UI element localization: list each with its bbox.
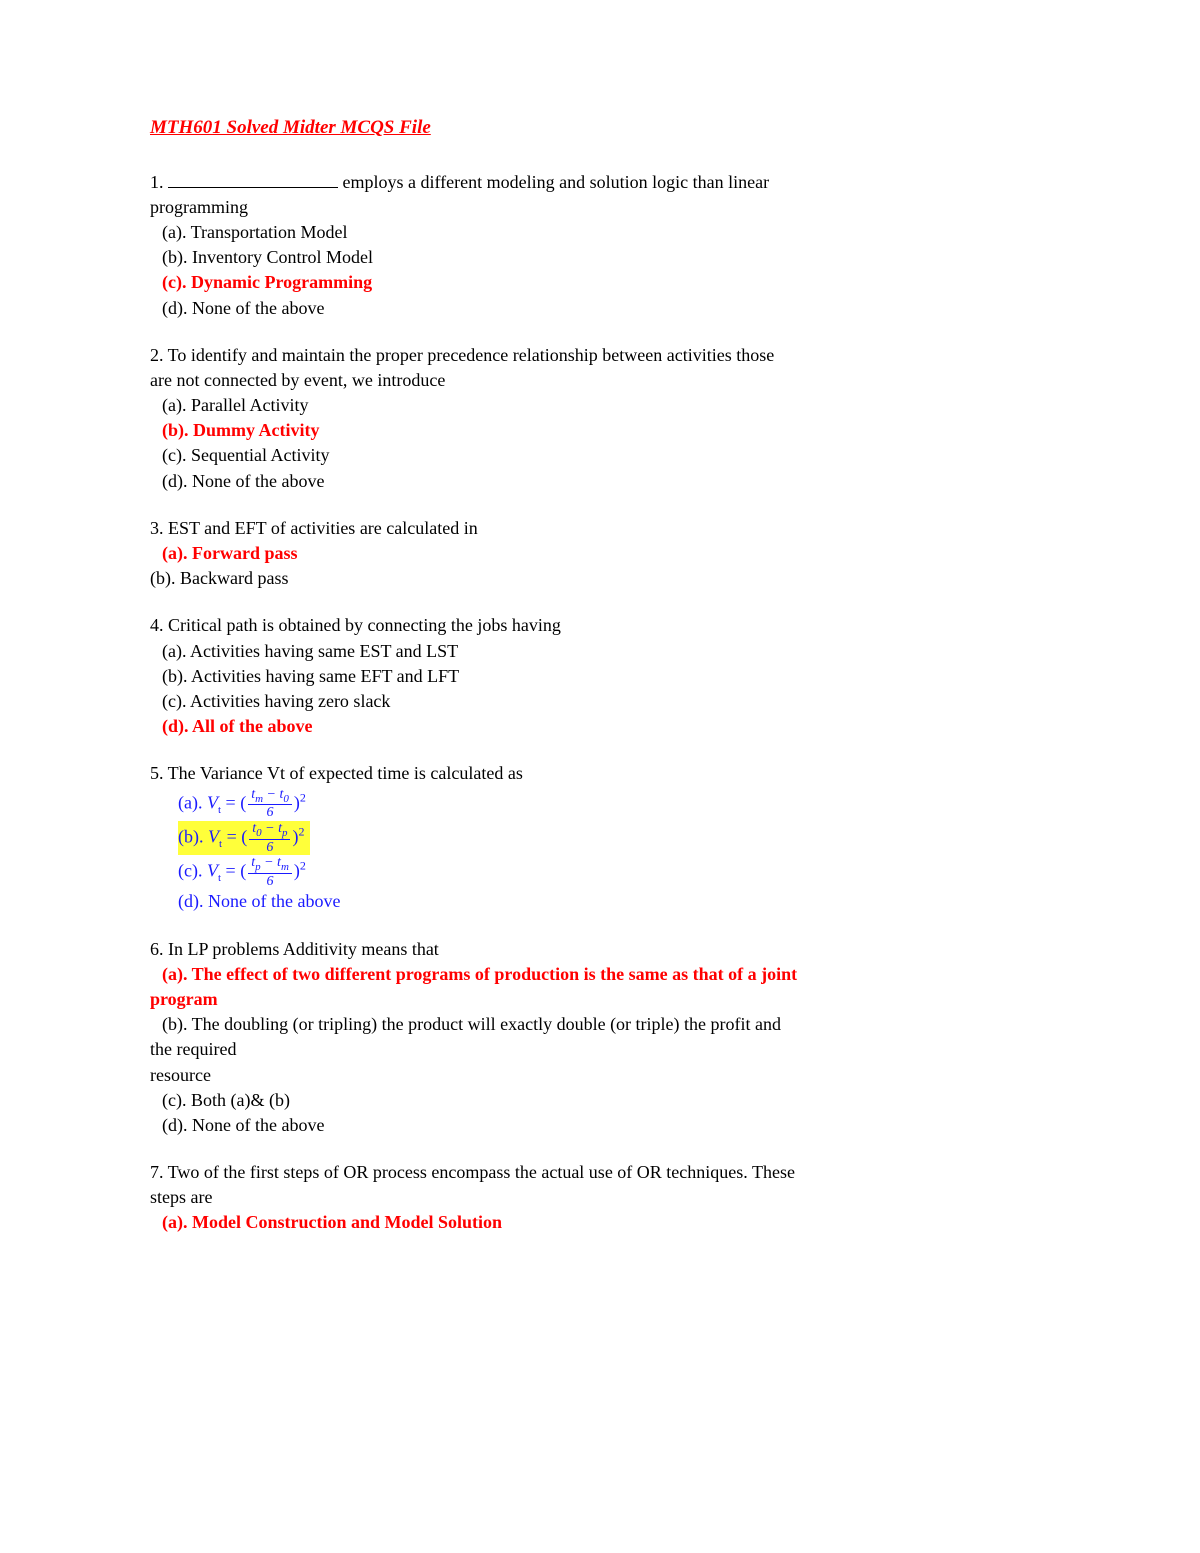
q1-option-b: (b). Inventory Control Model [150,245,1050,270]
q2-option-a: (a). Parallel Activity [150,393,1050,418]
fraction: t0 − tp6 [249,821,290,855]
q5-b-label: (b). [178,826,208,846]
q5-option-c: (c). Vt = (tp − tm6)2 [150,855,1050,889]
q7-prompt-l1: 7. Two of the first steps of OR process … [150,1160,1050,1185]
q6-option-a-l2: program [150,987,1050,1012]
sub-t: t [219,838,222,850]
q2-option-c: (c). Sequential Activity [150,443,1050,468]
q1-prompt-post: employs a different modeling and solutio… [338,172,769,192]
q4-option-c: (c). Activities having zero slack [150,689,1050,714]
q5-option-a: (a). Vt = (tm − t06)2 [150,787,1050,821]
var-V: V [207,792,218,812]
q6-prompt: 6. In LP problems Additivity means that [150,937,1050,962]
page-title: MTH601 Solved Midter MCQS File [150,115,1050,142]
question-5: 5. The Variance Vt of expected time is c… [150,761,1050,914]
q1-option-c: (c). Dynamic Programming [150,270,1050,295]
squared: 2 [300,790,306,804]
q5-c-label: (c). [178,860,207,880]
q3-prompt: 3. EST and EFT of activities are calcula… [150,516,1050,541]
q4-option-b: (b). Activities having same EFT and LFT [150,664,1050,689]
question-3: 3. EST and EFT of activities are calcula… [150,516,1050,592]
q5-a-label: (a). [178,792,207,812]
blank-line [168,187,338,188]
q3-option-a: (a). Forward pass [150,541,1050,566]
squared: 2 [298,824,304,838]
q6-option-b-l3: resource [150,1063,1050,1088]
q1-option-d: (d). None of the above [150,296,1050,321]
q6-option-b-l2: the required [150,1037,1050,1062]
q1-prompt-line2: programming [150,195,1050,220]
question-1: 1. employs a different modeling and solu… [150,170,1050,321]
q2-prompt-l1: 2. To identify and maintain the proper p… [150,343,1050,368]
q7-prompt-l2: steps are [150,1185,1050,1210]
q4-option-d: (d). All of the above [150,714,1050,739]
q1-prompt-pre: 1. [150,172,168,192]
q5-option-d: (d). None of the above [150,889,1050,914]
q6-option-a-l1: (a). The effect of two different program… [150,962,1050,987]
q6-option-c: (c). Both (a)& (b) [150,1088,1050,1113]
question-6: 6. In LP problems Additivity means that … [150,937,1050,1139]
question-7: 7. Two of the first steps of OR process … [150,1160,1050,1236]
fraction: tp − tm6 [248,855,292,889]
q4-prompt: 4. Critical path is obtained by connecti… [150,613,1050,638]
question-2: 2. To identify and maintain the proper p… [150,343,1050,494]
var-V: V [207,860,218,880]
fraction: tm − t06 [248,787,292,821]
question-4: 4. Critical path is obtained by connecti… [150,613,1050,739]
q1-option-a: (a). Transportation Model [150,220,1050,245]
q3-option-b: (b). Backward pass [150,566,1050,591]
q6-option-b-l1: (b). The doubling (or tripling) the prod… [150,1012,1050,1037]
q5-prompt: 5. The Variance Vt of expected time is c… [150,761,1050,786]
q2-option-d: (d). None of the above [150,469,1050,494]
var-V: V [208,826,219,846]
q1-prompt: 1. employs a different modeling and solu… [150,170,1050,195]
squared: 2 [300,858,306,872]
sub-t: t [218,872,221,884]
highlight-span: (b). Vt = (t0 − tp6)2 [178,821,310,855]
q2-option-b: (b). Dummy Activity [150,418,1050,443]
q4-option-a: (a). Activities having same EST and LST [150,639,1050,664]
q5-option-b: (b). Vt = (t0 − tp6)2 [150,821,1050,855]
q7-option-a: (a). Model Construction and Model Soluti… [150,1210,1050,1235]
document-page: MTH601 Solved Midter MCQS File 1. employ… [0,0,1200,1553]
q2-prompt-l2: are not connected by event, we introduce [150,368,1050,393]
q6-option-d: (d). None of the above [150,1113,1050,1138]
sub-t: t [218,803,221,815]
